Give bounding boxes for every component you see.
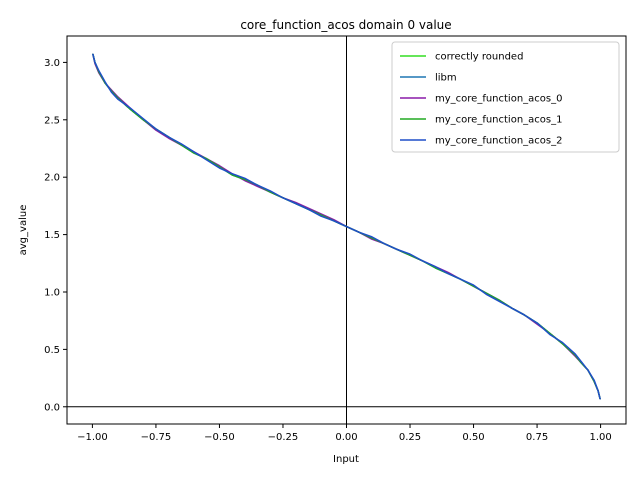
y-tick-label: 1.5: [44, 230, 60, 241]
plot-area: [67, 36, 626, 424]
x-tick-label: −1.00: [77, 432, 108, 443]
series-line-4: [92, 53, 601, 400]
x-tick-label: 1.00: [589, 432, 611, 443]
axis-ticks: −1.00 −0.75 −0.50 −0.25 0.00 0.25 0.50 0.75 1.00…: [44, 58, 612, 443]
legend-label: my_core_function_acos_0: [435, 94, 563, 105]
y-tick-label: 0.5: [44, 345, 60, 356]
chart-title: core_function_acos domain 0 value: [240, 18, 451, 32]
x-tick-label: 0.50: [462, 432, 484, 443]
x-tick-label: 0.25: [399, 432, 421, 443]
legend-label: correctly rounded: [435, 52, 523, 63]
y-tick-label: 1.0: [44, 287, 60, 298]
x-tick-label: −0.25: [268, 432, 299, 443]
legend: correctly rounded libm my_core_function_ac…: [391, 41, 620, 153]
legend-box: [391, 41, 620, 153]
y-tick-label: 2.5: [44, 115, 60, 126]
y-tick-label: 2.0: [44, 173, 60, 184]
y-tick-label: 3.0: [44, 58, 60, 69]
y-axis-label: avg_value: [18, 205, 29, 256]
x-tick-label: 0.00: [335, 432, 357, 443]
x-tick-label: −0.75: [141, 432, 172, 443]
y-tick-label: 0.0: [44, 402, 60, 413]
legend-label: my_core_function_acos_1: [435, 115, 563, 126]
x-tick-label: −0.50: [204, 432, 235, 443]
legend-label: my_core_function_acos_2: [435, 136, 563, 147]
x-axis-label: Input: [333, 454, 359, 465]
x-tick-label: 0.75: [526, 432, 548, 443]
legend-label: libm: [435, 73, 457, 84]
